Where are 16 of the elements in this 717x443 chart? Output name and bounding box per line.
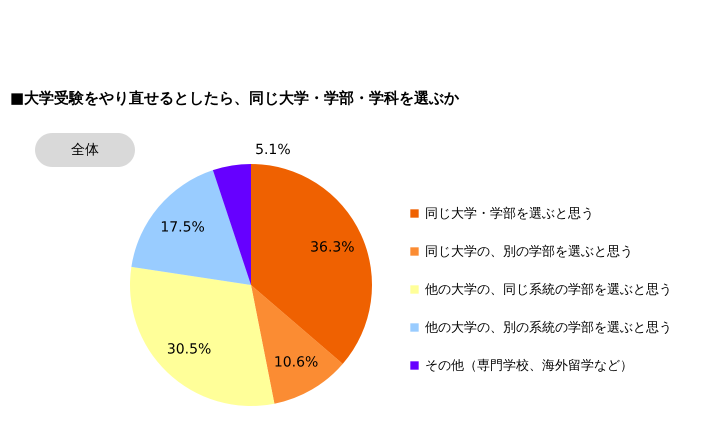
legend-label: 同じ大学・学部を選ぶと思う xyxy=(425,206,594,222)
data-label: 36.3% xyxy=(310,240,355,256)
legend-label: 他の大学の、同じ系統の学部を選ぶと思う xyxy=(425,282,672,298)
chart-title: ■大学受験をやり直せるとしたら、同じ大学・学部・学科を選ぶか xyxy=(10,89,460,107)
legend-label: 他の大学の、別の系統の学部を選ぶと思う xyxy=(425,320,672,336)
data-label: 30.5% xyxy=(166,342,212,358)
pie-slice xyxy=(130,266,274,406)
pie-slice xyxy=(131,170,251,285)
chart-subtitle: 全体 xyxy=(71,142,99,158)
data-label: 10.6% xyxy=(274,354,318,370)
legend-label: その他（専門学校、海外留学など） xyxy=(425,358,633,374)
pie-slice xyxy=(251,285,343,404)
data-label: 5.1% xyxy=(255,142,291,158)
pie-slice xyxy=(212,164,251,285)
legend-label: 同じ大学の、別の学部を選ぶと思う xyxy=(425,244,633,260)
data-label: 17.5% xyxy=(160,219,205,236)
